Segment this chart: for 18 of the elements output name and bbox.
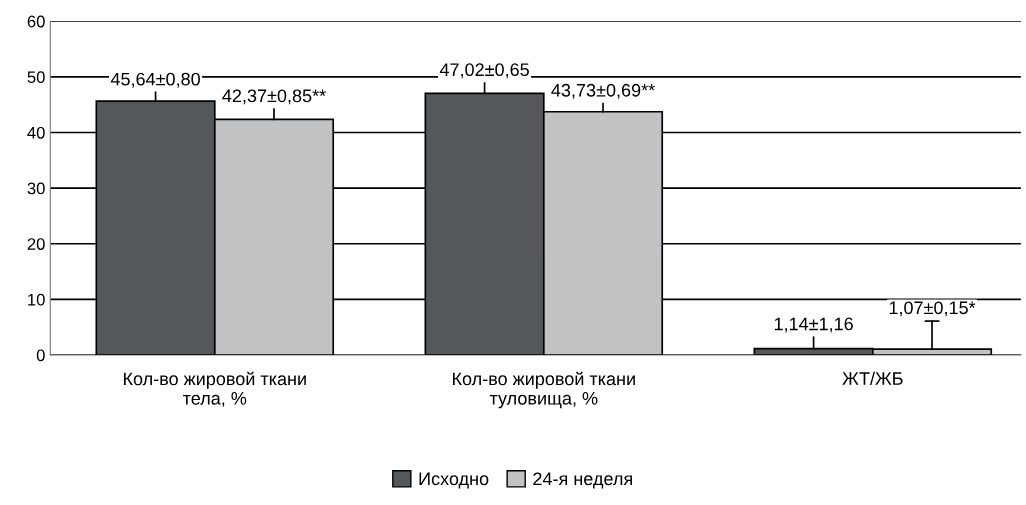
y-tick-label: 0: [36, 349, 45, 362]
y-tick-label: 50: [27, 71, 45, 84]
data-label: 42,37±0,85**: [222, 89, 326, 105]
y-tick-label: 20: [27, 238, 45, 250]
data-label: 47,02±0,65: [439, 63, 529, 79]
data-label: 1,07±0,15*: [889, 301, 976, 317]
legend-label: Исходно: [419, 472, 489, 489]
data-label: 43,73±0,69**: [551, 83, 655, 99]
y-tick-label: 60: [27, 15, 45, 28]
legend-label: 24-я неделя: [533, 472, 632, 489]
data-label: 45,64±0,80: [110, 72, 200, 88]
y-tick-label: 30: [27, 182, 45, 195]
x-tick-label: ЖТ/ЖБ: [842, 371, 903, 385]
y-tick-label: 10: [28, 293, 45, 306]
data-label: 1,14±1,16: [774, 317, 853, 333]
y-tick-label: 40: [27, 126, 45, 139]
x-tick-label: Кол-во жировой ткани туловища, %: [452, 371, 635, 409]
x-tick-label: Кол-во жировой ткани тела, %: [123, 371, 306, 407]
